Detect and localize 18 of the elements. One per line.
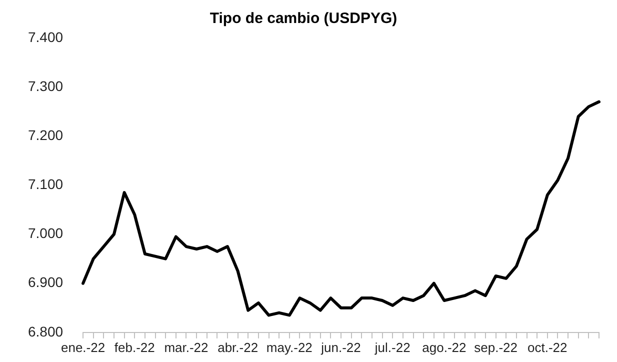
y-tick-label: 7.000 (28, 225, 64, 242)
y-tick-label: 7.200 (28, 126, 64, 143)
x-tick-label: may.-22 (266, 340, 312, 355)
x-tick-label: ene.-22 (60, 340, 106, 355)
x-tick-label: jul.-22 (374, 340, 410, 355)
y-tick-label: 7.300 (28, 78, 64, 94)
x-tick-label: oct.-22 (528, 340, 568, 355)
chart-title: Tipo de cambio (USDPYG) (210, 10, 398, 28)
x-tick-label: jun.-22 (320, 340, 361, 355)
x-tick-label: ago.-22 (422, 340, 466, 355)
x-tick-label: sep.-22 (474, 340, 518, 355)
x-tick-label: mar.-22 (164, 340, 208, 355)
x-tick-label: feb.-22 (114, 340, 155, 355)
y-tick-label: 6.900 (28, 274, 64, 290)
y-tick-label: 7.100 (28, 176, 64, 192)
y-tick-label: 6.800 (28, 323, 64, 340)
x-tick-label: abr.-22 (218, 340, 258, 355)
y-tick-label: 7.400 (28, 28, 64, 45)
